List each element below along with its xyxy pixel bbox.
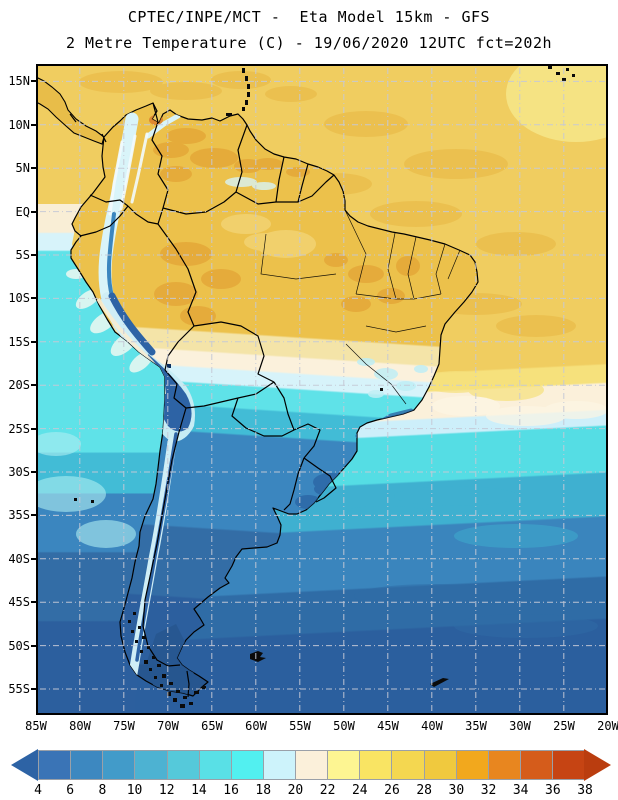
colorbar-cell xyxy=(553,751,585,779)
lat-label: 20S xyxy=(8,378,30,392)
colorbar-cell xyxy=(135,751,168,779)
lat-tick xyxy=(31,384,36,386)
colorbar-tick-label: 20 xyxy=(287,783,304,798)
colorbar-cells xyxy=(38,750,585,780)
colorbar-tick-label: 18 xyxy=(255,783,272,798)
lat-label: 50S xyxy=(8,639,30,653)
lat-tick xyxy=(31,645,36,647)
lat-label: 30S xyxy=(8,465,30,479)
lat-label: 45S xyxy=(8,595,30,609)
lat-label: 10S xyxy=(8,291,30,305)
colorbar-tick-label: 10 xyxy=(126,783,143,798)
colorbar-tick-label: 32 xyxy=(480,783,497,798)
colorbar-tick-label: 6 xyxy=(66,783,75,798)
lat-label: 5N xyxy=(15,161,30,175)
graticule xyxy=(36,64,608,715)
lat-label: 40S xyxy=(8,552,30,566)
colorbar-cell xyxy=(103,751,136,779)
colorbar-cell xyxy=(328,751,361,779)
lat-tick xyxy=(31,211,36,213)
south-america-temperature-map xyxy=(26,46,618,715)
colorbar-tick-label: 24 xyxy=(351,783,368,798)
lon-label: 40W xyxy=(421,719,443,733)
lon-label: 80W xyxy=(69,719,91,733)
lon-label: 45W xyxy=(377,719,399,733)
page-title: CPTEC/INPE/MCT - Eta Model 15km - GFS xyxy=(127,8,491,26)
lat-label: 5S xyxy=(15,248,30,262)
colorbar-cell xyxy=(263,751,296,779)
colorbar-tick-label: 34 xyxy=(512,783,529,798)
colorbar-left-arrow xyxy=(11,749,38,781)
lat-tick xyxy=(31,254,36,256)
colorbar-cell xyxy=(167,751,200,779)
lon-label: 85W xyxy=(25,719,47,733)
lon-label: 70W xyxy=(157,719,179,733)
lat-label: 55S xyxy=(8,682,30,696)
lat-label: 15S xyxy=(8,335,30,349)
lat-label: 15N xyxy=(8,74,30,88)
colorbar-cell xyxy=(360,751,393,779)
map-border-frame xyxy=(36,64,608,715)
lon-label: 55W xyxy=(289,719,311,733)
lon-label: 60W xyxy=(245,719,267,733)
lat-tick xyxy=(31,688,36,690)
colorbar-tick-label: 38 xyxy=(577,783,593,798)
lat-label: 35S xyxy=(8,508,30,522)
temperature-colorbar: 4 6 8 10 12 14 16 18 20 22 24 26 28 30 32 34 36 38 xyxy=(0,749,618,799)
colorbar-tick-label: 16 xyxy=(223,783,239,798)
lat-tick xyxy=(31,428,36,430)
lat-tick xyxy=(31,514,36,516)
colorbar-right-arrow xyxy=(584,749,611,781)
lat-label: 25S xyxy=(8,422,30,436)
colorbar-tick-label: 12 xyxy=(158,783,175,798)
page-subtitle: 2 Metre Temperature (C) - 19/06/2020 12U… xyxy=(65,34,553,52)
colorbar-tick-label: 26 xyxy=(384,783,400,798)
colorbar-cell xyxy=(296,751,329,779)
colorbar-tick-label: 8 xyxy=(98,783,107,798)
lon-label: 65W xyxy=(201,719,223,733)
islands xyxy=(74,66,575,708)
lat-tick xyxy=(31,471,36,473)
colorbar-cell xyxy=(199,751,232,779)
colorbar-cell xyxy=(520,751,553,779)
colorbar-cell xyxy=(231,751,264,779)
lon-label: 30W xyxy=(509,719,531,733)
lon-label: 20W xyxy=(597,719,618,733)
colorbar-cell xyxy=(488,751,521,779)
colorbar-tick-label: 28 xyxy=(416,783,432,798)
lat-tick xyxy=(31,80,36,82)
colorbar-tick-label: 22 xyxy=(319,783,336,798)
colorbar-cell xyxy=(39,751,72,779)
lon-label: 50W xyxy=(333,719,355,733)
colorbar-tick-label: 30 xyxy=(448,783,465,798)
lon-label: 25W xyxy=(553,719,575,733)
country-borders xyxy=(69,102,337,698)
lon-label: 35W xyxy=(465,719,487,733)
colorbar-tick-label: 36 xyxy=(545,783,561,798)
lat-tick xyxy=(31,601,36,603)
lat-tick xyxy=(31,297,36,299)
lat-tick xyxy=(31,167,36,169)
lat-label: EQ xyxy=(15,205,30,219)
map-canvas xyxy=(26,46,618,715)
colorbar-cell xyxy=(71,751,104,779)
lat-tick xyxy=(31,341,36,343)
lat-tick xyxy=(31,558,36,560)
lon-label: 75W xyxy=(113,719,135,733)
colorbar-cell xyxy=(424,751,457,779)
colorbar-cell xyxy=(456,751,489,779)
colorbar-cell xyxy=(392,751,425,779)
lat-label: 10N xyxy=(8,118,30,132)
lat-tick xyxy=(31,124,36,126)
colorbar-tick-label: 4 xyxy=(34,783,42,798)
colorbar-tick-label: 14 xyxy=(191,783,207,798)
